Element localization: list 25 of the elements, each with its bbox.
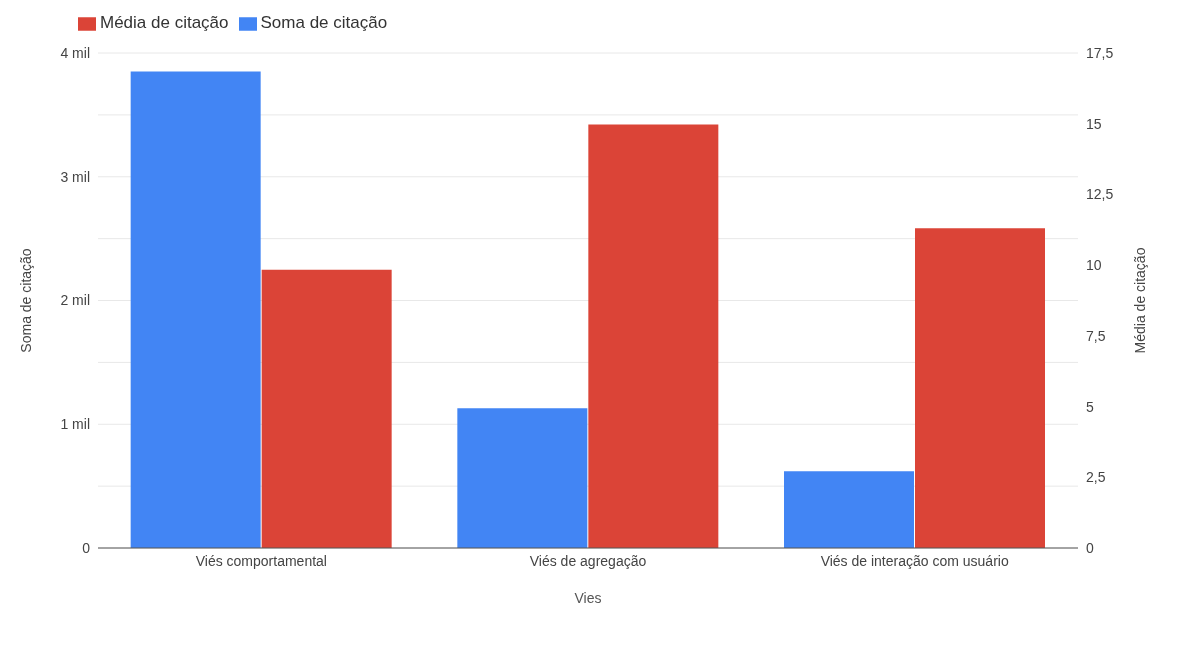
bar (588, 124, 719, 548)
y-tick-label: 3 mil (60, 168, 90, 185)
y2-tick-label: 12,5 (1086, 186, 1114, 203)
x-tick-label: Viés de interação com usuário (820, 552, 1009, 569)
y2-axis-title: Média de citação (1131, 247, 1148, 354)
x-tick-label: Viés de agregação (529, 552, 647, 569)
y2-tick-label: 10 (1086, 257, 1102, 274)
legend-label: Média de citação (100, 13, 229, 32)
y2-tick-label: 2,5 (1086, 469, 1106, 486)
y2-tick-label: 5 (1086, 398, 1094, 415)
y2-tick-label: 7,5 (1086, 327, 1106, 344)
bar (784, 471, 914, 548)
y-tick-label: 0 (82, 539, 91, 556)
y2-tick-label: 17,5 (1086, 44, 1114, 61)
y-tick-label: 1 mil (60, 416, 90, 433)
bar (915, 228, 1045, 548)
y-axis-title: Soma de citação (17, 248, 34, 353)
bar (457, 408, 588, 548)
y2-tick-label: 0 (1086, 539, 1094, 556)
y-tick-label: 2 mil (60, 292, 90, 309)
y2-tick-label: 15 (1086, 115, 1102, 132)
x-axis-title: Vies (574, 590, 602, 606)
legend-label: Soma de citação (260, 13, 388, 32)
y-tick-label: 4 mil (60, 44, 90, 61)
x-tick-label: Viés comportamental (195, 552, 327, 569)
